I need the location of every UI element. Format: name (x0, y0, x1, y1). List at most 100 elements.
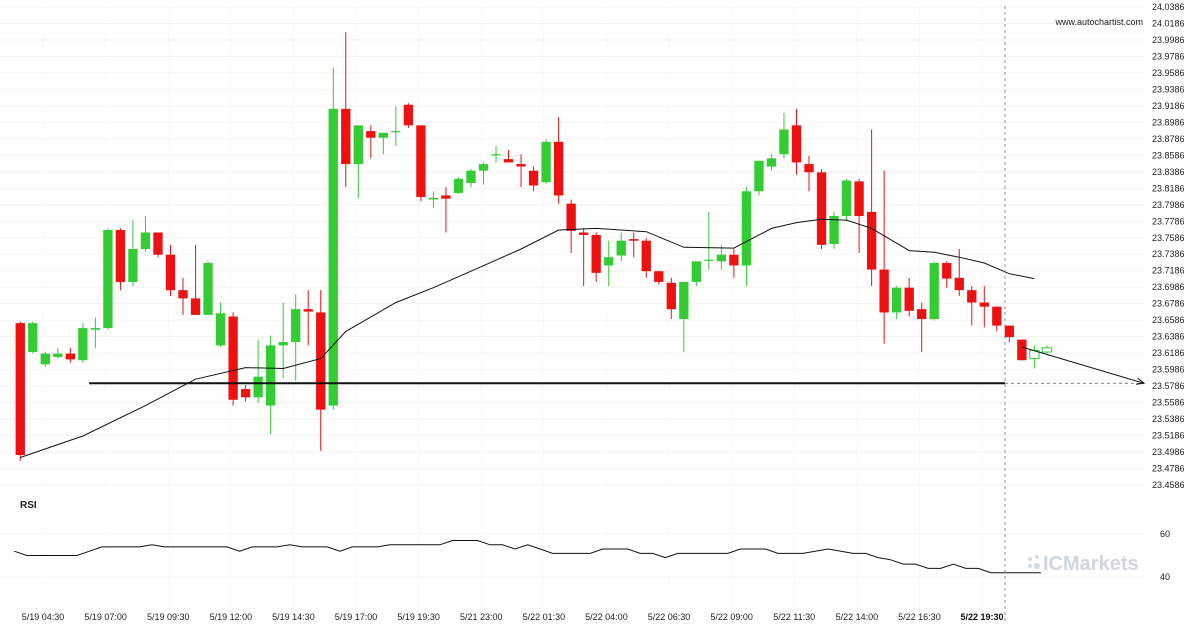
y-tick-label: 24.0186 (1152, 18, 1185, 28)
y-tick-label: 23.5786 (1152, 381, 1185, 391)
y-tick-label: 23.8386 (1152, 167, 1185, 177)
y-tick-label: 23.6386 (1152, 332, 1185, 342)
candle-down (729, 254, 739, 266)
candle-down (866, 211, 877, 270)
x-tick-label: 5/19 17:00 (335, 612, 378, 622)
candle-down (967, 290, 977, 303)
candle-up (215, 313, 226, 346)
moving-average-line (20, 218, 1035, 458)
candle-up (679, 281, 689, 320)
rsi-label: RSI (20, 500, 37, 511)
y-tick-label: 23.9786 (1152, 51, 1185, 61)
candle-up (378, 132, 388, 138)
y-tick-label: 23.6986 (1152, 282, 1185, 292)
candle-up (128, 248, 138, 282)
y-axis: 24.0386 24.0186 23.9986 23.9786 23.9586 23.93… (1152, 2, 1185, 582)
candle-up (466, 170, 476, 184)
candle-down (65, 353, 75, 360)
x-tick-label: 5/19 14:30 (272, 612, 315, 622)
candle-down (666, 282, 676, 310)
candle-down (178, 290, 188, 299)
candle-up (391, 131, 401, 133)
y-tick-label: 24.0386 (1152, 2, 1185, 12)
x-tick-label: 5/21 23:00 (460, 612, 503, 622)
candle-down (503, 159, 514, 163)
candle-up (140, 232, 151, 249)
brand-text: ICMarkets (1043, 553, 1139, 575)
candle-up (428, 197, 439, 200)
candle-down (629, 239, 639, 241)
projection-arrow-line (1021, 346, 1145, 384)
candle-down (654, 271, 664, 282)
candle-up (754, 160, 764, 192)
projection-arrow-head (1135, 377, 1146, 385)
candle-down (1004, 325, 1014, 338)
candle-down (153, 232, 163, 255)
candle-up (892, 287, 902, 313)
y-tick-label: 23.7386 (1152, 249, 1185, 259)
candle-up (704, 259, 714, 261)
candle-up (1041, 347, 1053, 353)
candle-down (366, 131, 376, 138)
candle-up (766, 158, 777, 167)
y-tick-label: 23.7786 (1152, 216, 1185, 226)
candle-down (240, 389, 251, 398)
x-axis: 5/19 04:30 5/19 07:00 5/19 09:30 5/19 12:00… (22, 612, 1004, 622)
x-tick-label: 5/19 07:00 (84, 612, 127, 622)
candle-up (691, 261, 701, 282)
candle-down (591, 234, 601, 273)
candle-up (779, 129, 789, 155)
x-tick-label: 5/22 16:30 (898, 612, 941, 622)
candle-up (328, 108, 338, 406)
rsi-tick-label: 60 (1160, 529, 1170, 539)
candle-down (1017, 339, 1027, 361)
candle-up (929, 262, 939, 320)
candle-down (579, 232, 589, 235)
candle-up (741, 191, 752, 266)
x-tick-label: 5/22 11:30 (773, 612, 815, 622)
y-tick-label: 23.5986 (1152, 365, 1185, 375)
candle-down (403, 104, 414, 126)
y-tick-label: 23.7186 (1152, 266, 1185, 276)
candle-up (266, 345, 276, 406)
candle-down (416, 125, 426, 198)
y-tick-label: 23.8186 (1152, 183, 1185, 193)
y-tick-label: 23.6186 (1152, 348, 1185, 358)
y-tick-label: 23.6786 (1152, 299, 1185, 309)
support-level-layer (89, 346, 1146, 385)
candle-down (441, 195, 451, 199)
candle-down (165, 254, 176, 291)
candle-up (278, 342, 288, 346)
candle-up (40, 353, 50, 365)
y-tick-label: 23.5386 (1152, 414, 1185, 424)
candle-down (553, 141, 564, 196)
candle-down (341, 108, 351, 165)
candle-up (90, 328, 101, 330)
candle-up (541, 141, 551, 183)
candle-up (716, 254, 727, 262)
x-tick-label: 5/22 06:30 (648, 612, 691, 622)
candlesticks (15, 32, 1053, 461)
y-tick-label: 23.9386 (1152, 84, 1185, 94)
icmarkets-logo: ICMarkets (1028, 553, 1139, 575)
x-tick-label: 5/19 09:30 (147, 612, 190, 622)
x-tick-label: 5/22 04:00 (585, 612, 628, 622)
x-tick-label: 5/19 12:00 (210, 612, 253, 622)
y-tick-label: 23.9986 (1152, 35, 1185, 45)
rsi-grid-lines (0, 533, 1145, 578)
candle-down (879, 269, 889, 313)
candle-up (353, 125, 363, 165)
x-tick-label: 5/19 04:30 (22, 612, 65, 622)
rsi-tick-label: 40 (1160, 572, 1170, 582)
candle-up (491, 154, 501, 156)
watermark-text: www.autochartist.com (1054, 17, 1143, 27)
candle-up (478, 164, 489, 171)
x-tick-label: 5/22 01:30 (523, 612, 566, 622)
candle-up (28, 323, 38, 352)
candle-down (316, 312, 326, 410)
x-tick-label: 5/22 14:00 (836, 612, 879, 622)
logo-icon (1028, 555, 1040, 569)
y-tick-label: 23.4786 (1152, 464, 1185, 474)
